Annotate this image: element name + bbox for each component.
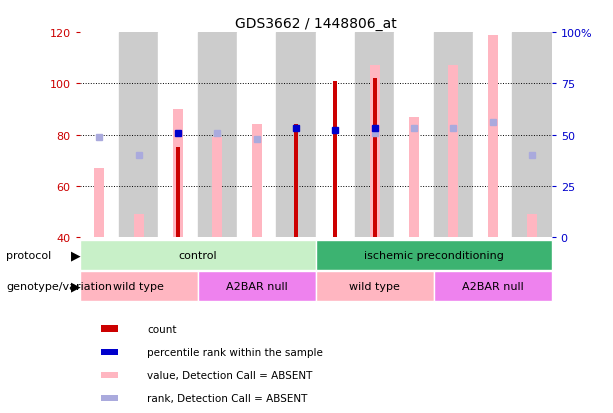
Bar xyxy=(316,33,355,237)
Text: ▶: ▶ xyxy=(70,249,80,262)
Bar xyxy=(294,125,298,237)
Bar xyxy=(316,272,434,301)
Text: count: count xyxy=(147,324,177,334)
Bar xyxy=(119,33,158,237)
Text: protocol: protocol xyxy=(6,250,51,260)
Text: wild type: wild type xyxy=(349,282,400,292)
Bar xyxy=(176,148,180,237)
Bar xyxy=(512,33,552,237)
Bar xyxy=(409,117,419,237)
Bar xyxy=(333,82,337,237)
Bar xyxy=(252,125,262,237)
Text: percentile rank within the sample: percentile rank within the sample xyxy=(147,347,323,357)
Bar xyxy=(394,33,434,237)
Text: rank, Detection Call = ABSENT: rank, Detection Call = ABSENT xyxy=(147,393,308,403)
Text: wild type: wild type xyxy=(113,282,164,292)
Bar xyxy=(94,169,104,237)
Bar xyxy=(316,241,552,271)
Text: genotype/variation: genotype/variation xyxy=(6,281,112,291)
Bar xyxy=(197,272,316,301)
Bar xyxy=(101,325,118,332)
Bar xyxy=(434,33,473,237)
Bar xyxy=(434,272,552,301)
Bar xyxy=(449,66,459,237)
Bar xyxy=(473,33,512,237)
Bar xyxy=(101,372,118,378)
Text: A2BAR null: A2BAR null xyxy=(226,282,287,292)
Text: value, Detection Call = ABSENT: value, Detection Call = ABSENT xyxy=(147,370,313,380)
Bar xyxy=(276,33,316,237)
Bar xyxy=(488,36,498,237)
Bar xyxy=(527,214,537,237)
Bar xyxy=(101,349,118,355)
Text: A2BAR null: A2BAR null xyxy=(462,282,524,292)
Bar xyxy=(80,33,119,237)
Bar xyxy=(80,272,197,301)
Title: GDS3662 / 1448806_at: GDS3662 / 1448806_at xyxy=(235,17,397,31)
Text: ischemic preconditioning: ischemic preconditioning xyxy=(364,251,504,261)
Text: ▶: ▶ xyxy=(70,280,80,293)
Bar xyxy=(237,33,276,237)
Bar xyxy=(80,241,316,271)
Bar xyxy=(370,66,379,237)
Text: control: control xyxy=(178,251,217,261)
Bar xyxy=(373,79,376,237)
Bar xyxy=(158,33,198,237)
Bar xyxy=(355,33,394,237)
Bar xyxy=(101,395,118,401)
Bar xyxy=(173,110,183,237)
Bar xyxy=(213,138,223,237)
Bar xyxy=(134,214,143,237)
Bar xyxy=(197,33,237,237)
